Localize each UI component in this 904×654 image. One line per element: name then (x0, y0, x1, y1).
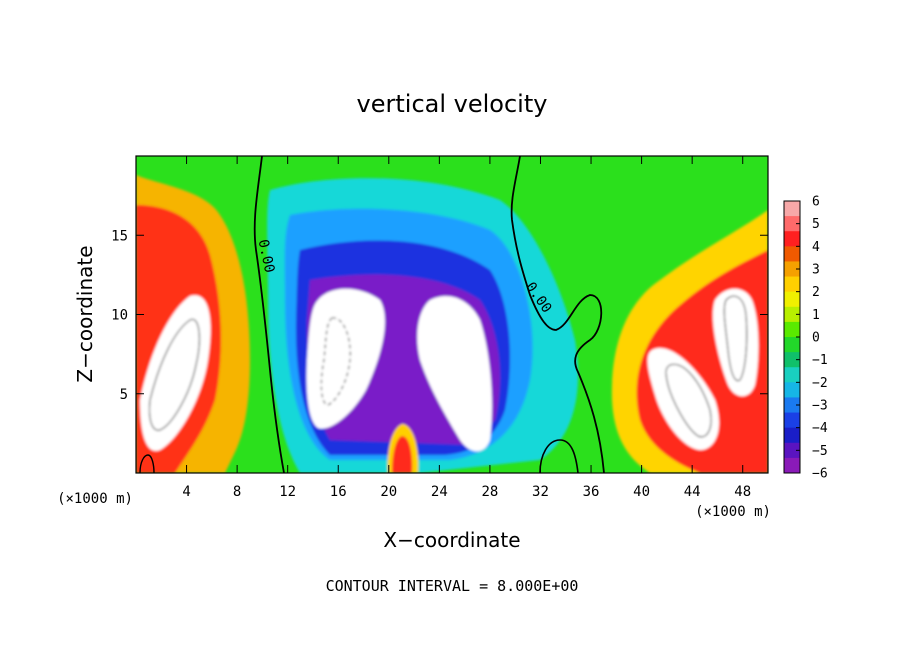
colorbar-segment (784, 276, 800, 293)
colorbar-tick-label: −2 (812, 376, 828, 391)
colorbar-segment (784, 321, 800, 338)
colorbar-tick-label: −5 (812, 444, 828, 459)
field-down-core-contour (320, 317, 351, 406)
contour-label-left: 0.00 (255, 238, 278, 274)
y-axis-title: Z−coordinate (73, 245, 97, 382)
field-right-core-a (647, 348, 720, 450)
y-ticks: 5 10 15 (111, 228, 768, 403)
field-right-core-contour-a (665, 363, 712, 438)
colorbar-segment (784, 201, 800, 217)
colorbar-tick-label: −4 (812, 421, 828, 436)
contour-interval-note: CONTOUR INTERVAL = 8.000E+00 (326, 577, 579, 595)
colorbar-segment (784, 306, 800, 323)
colorbar-tick-label: 4 (812, 240, 820, 255)
field-down-core-b (417, 296, 492, 452)
colorbar-segment (784, 427, 800, 444)
colorbar-tick-label: 6 (812, 195, 820, 210)
x-tick-label: 44 (684, 484, 701, 500)
colorbar: 6 5 4 3 2 1 0 −1 −2 −3 −4 −5 −6 (783, 195, 828, 482)
x-tick-label: 48 (734, 484, 751, 500)
colorbar-tick-label: −3 (812, 399, 828, 414)
zero-contour-corner (139, 454, 155, 473)
colorbar-segment (784, 261, 800, 278)
colorbar-segment (784, 337, 800, 353)
colorbar-tick-label: −1 (812, 353, 828, 368)
colorbar-segment (784, 231, 800, 247)
colorbar-segment (784, 216, 800, 232)
zero-contour-left (253, 156, 285, 473)
colorbar-segment (784, 291, 800, 308)
field-down-core-a (306, 288, 385, 429)
x-tick-label: 4 (182, 484, 190, 500)
colorbar-tick-label: 0 (812, 331, 820, 346)
colorbar-segment (784, 442, 800, 459)
colorbar-segment (784, 367, 800, 383)
x-tick-label: 32 (532, 484, 549, 500)
colorbar-segment (784, 397, 800, 414)
x-tick-label: 36 (583, 484, 600, 500)
colorbar-segment (784, 412, 800, 429)
y-tick-label: 10 (111, 308, 128, 324)
x-tick-label: 24 (431, 484, 448, 500)
colorbar-segment (784, 457, 800, 474)
x-tick-label: 8 (233, 484, 241, 500)
x-tick-label: 12 (279, 484, 296, 500)
field-ground-hot (392, 436, 413, 473)
colorbar-tick-label: 2 (812, 285, 820, 300)
x-axis-title: X−coordinate (383, 528, 520, 552)
x-tick-label: 16 (330, 484, 347, 500)
zero-contour-ground (539, 439, 579, 473)
x-ticks: 4 8 12 16 20 24 28 32 36 40 44 48 (182, 156, 751, 500)
y-tick-label: 5 (120, 387, 128, 403)
field-left-core-contour (149, 318, 200, 431)
colorbar-segment (784, 382, 800, 398)
velocity-field: 0.00 0.00 (136, 156, 768, 473)
colorbar-tick-label: −6 (812, 467, 828, 482)
colorbar-segment (784, 352, 800, 368)
x-tick-label: 40 (633, 484, 650, 500)
colorbar-segment (784, 246, 800, 262)
colorbar-tick-label: 3 (812, 263, 820, 278)
zero-contour-right (510, 156, 605, 473)
colorbar-tick-label: 1 (812, 308, 820, 323)
field-right-core-contour-b (723, 295, 748, 382)
field-shapes (136, 175, 768, 473)
field-left-core (140, 295, 211, 451)
y-tick-label: 15 (111, 228, 128, 244)
x-tick-label: 28 (481, 484, 498, 500)
y-unit-label: (×1000 m) (695, 504, 771, 520)
chart-title: vertical velocity (357, 90, 548, 118)
x-tick-label: 20 (380, 484, 397, 500)
x-unit-label: (×1000 m) (57, 491, 133, 507)
colorbar-tick-label: 5 (812, 217, 820, 232)
